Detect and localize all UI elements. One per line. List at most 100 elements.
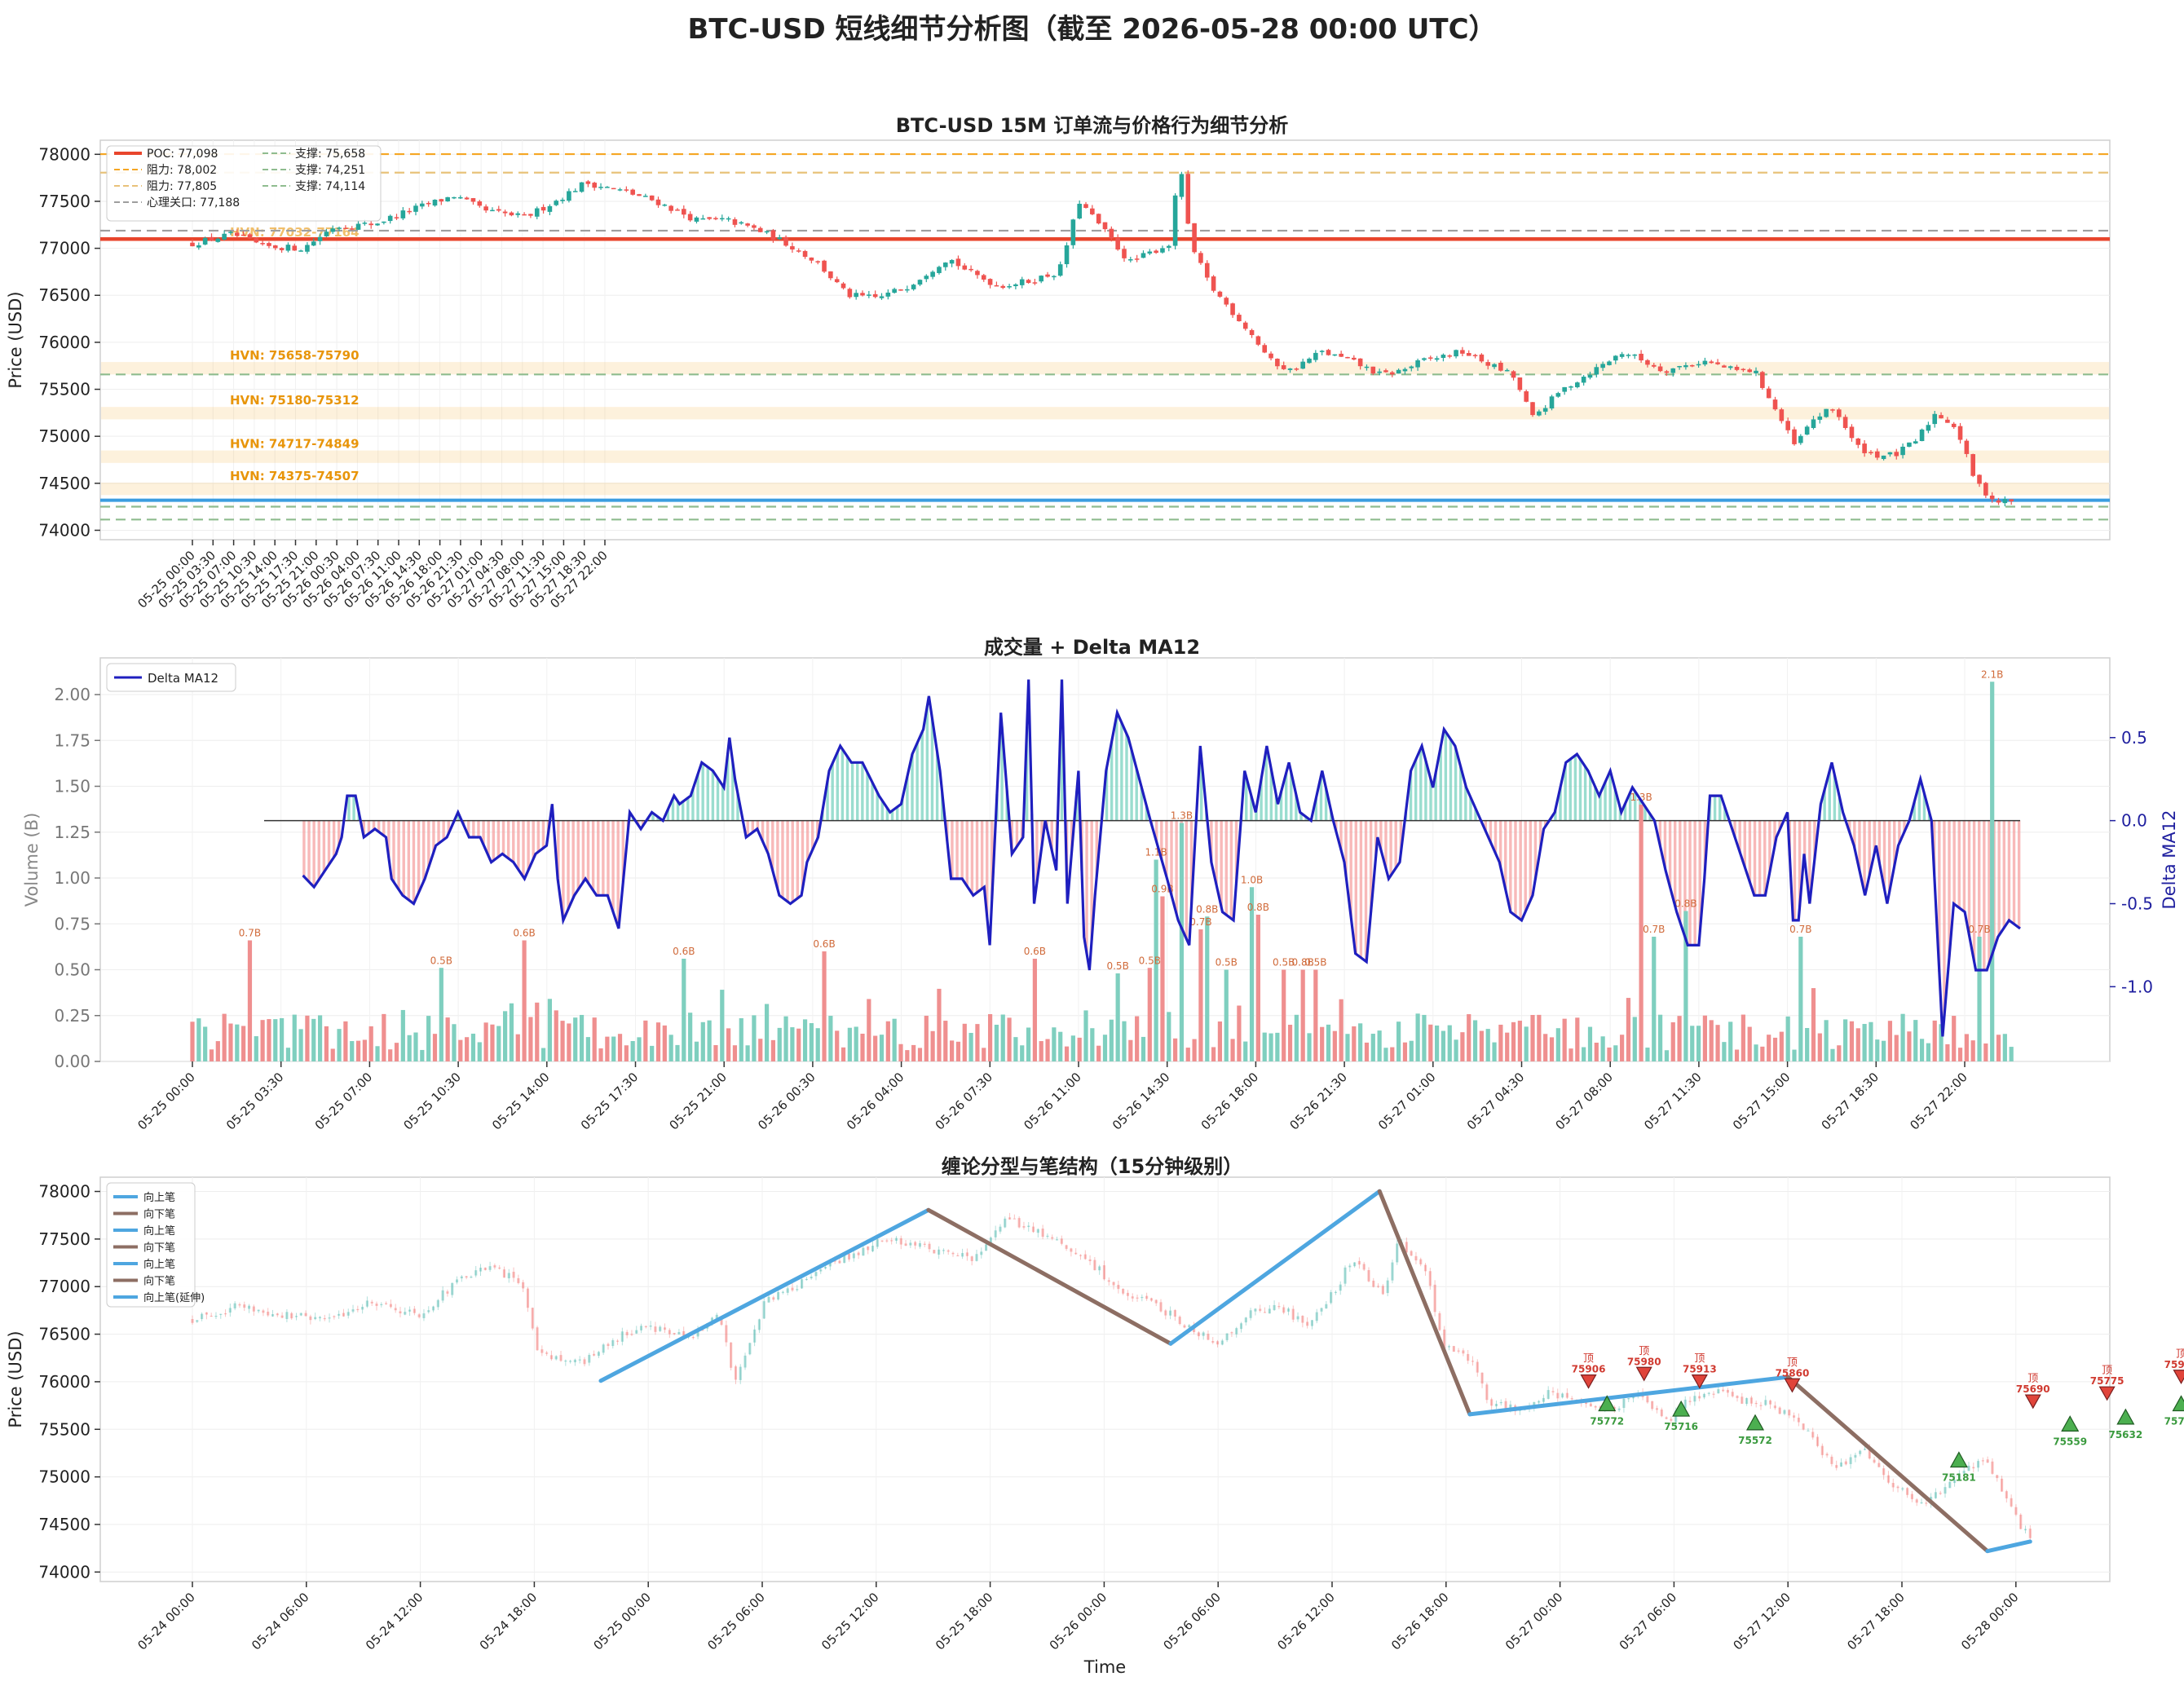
volume-bar (955, 1041, 961, 1061)
candle-body (748, 1343, 752, 1355)
candle-body (252, 1306, 255, 1312)
candle-body (867, 1246, 870, 1251)
volume-bar (1122, 1021, 1127, 1061)
candle-body (867, 294, 871, 296)
candle-body (828, 271, 833, 279)
candle-body (343, 227, 348, 230)
candle-body (1154, 1299, 1158, 1304)
legend-label: 阻力: 77,805 (147, 180, 217, 193)
candle-body (1556, 1392, 1560, 1399)
candle-body (1490, 1399, 1494, 1406)
candle-body (441, 1290, 444, 1301)
volume-bar (1652, 937, 1657, 1061)
candle-body (1785, 421, 1790, 430)
y-tick-label: 75000 (38, 1467, 90, 1487)
candle-body (1275, 359, 1280, 367)
volume-bar (1294, 1014, 1299, 1061)
candle-body (1070, 219, 1076, 245)
y-tick-label: 76500 (38, 1325, 90, 1344)
candle-body (299, 1313, 302, 1316)
candle-body (1031, 1226, 1035, 1233)
volume-bar (196, 1018, 201, 1061)
candle-body (833, 1260, 836, 1262)
candle-body (843, 1254, 846, 1264)
candle-body (860, 293, 865, 296)
candle-body (1348, 1265, 1352, 1268)
x-tick-label: 05-25 17:30 (578, 1070, 641, 1132)
candle-body (644, 1326, 647, 1327)
candle-body (196, 245, 201, 248)
candle-body (585, 181, 591, 184)
candle-body (949, 259, 955, 264)
x-tick-label: 05-26 07:30 (933, 1070, 995, 1132)
candle-body (1749, 1397, 1753, 1404)
volume-bar (1709, 1020, 1714, 1061)
candle-body (752, 225, 757, 228)
volume-annotation: 0.8B (1247, 902, 1269, 913)
hvn-label: HVN: 74375-74507 (230, 469, 360, 483)
volume-bar (1268, 1033, 1273, 1061)
candle-body (1798, 435, 1803, 443)
bi-stroke-down (1785, 1374, 1990, 1554)
volume-bar (1977, 937, 1982, 1061)
volume-bar (215, 1041, 220, 1061)
volume-bar (943, 1021, 948, 1061)
candle-body (483, 1267, 487, 1270)
hvn-zone (101, 483, 2109, 496)
volume-bar (1032, 959, 1037, 1061)
candle-body (1065, 1245, 1068, 1249)
candle-body (726, 218, 731, 220)
candle-body (1310, 1320, 1314, 1326)
bi-stroke-down (1377, 1189, 1472, 1417)
candle-body (1172, 195, 1178, 246)
candle-body (1660, 1410, 1663, 1417)
candle-body (452, 196, 457, 199)
candle-body (1768, 1400, 1772, 1405)
candle-body (677, 1332, 681, 1335)
candle-body (1677, 366, 1682, 368)
candle-body (1807, 1430, 1810, 1432)
volume-bar (432, 1034, 438, 1061)
volume-bar (1530, 1015, 1535, 1061)
candle-body (1178, 1317, 1181, 1325)
volume-bar (1428, 1024, 1433, 1061)
candle-body (1022, 1226, 1026, 1228)
y-tick-label: 75000 (38, 426, 90, 446)
candle-body (1825, 1454, 1829, 1456)
volume-annotation: 0.5B (1106, 960, 1128, 972)
volume-bar (1479, 1030, 1484, 1061)
top-fractal-label: 75955 (2164, 1359, 2184, 1370)
volume-bar (280, 1017, 285, 1061)
volume-bar (1077, 1037, 1082, 1061)
price-candles (190, 170, 2014, 507)
candle-body (1599, 1406, 1602, 1408)
volume-bar (1517, 1021, 1522, 1061)
candle-body (1772, 399, 1778, 410)
volume-bar (968, 1033, 973, 1061)
volume-bar (1696, 1026, 1701, 1061)
candle-body (876, 1239, 879, 1247)
candle-body (809, 257, 814, 261)
candle-body (975, 1254, 978, 1261)
candle-body (276, 1313, 279, 1316)
candle-body (583, 1359, 586, 1365)
candle-body (663, 1327, 667, 1330)
y-tick-label: 0.25 (54, 1006, 90, 1026)
volume-bar (764, 1004, 770, 1061)
volume-bar (1722, 1042, 1727, 1061)
candle-body (1925, 1502, 1928, 1504)
candle-body (1391, 1262, 1394, 1281)
candle-body (1441, 355, 1446, 358)
candle-body (607, 1343, 610, 1346)
candle-body (191, 1319, 194, 1323)
x-tick-label: 05-27 06:00 (1617, 1590, 1679, 1652)
candle-body (209, 236, 214, 241)
volume-bar (317, 1015, 323, 1061)
candle-body (1352, 357, 1357, 360)
volume-annotation: 0.7B (239, 928, 261, 939)
candle-body (791, 1287, 794, 1291)
volume-bar (1052, 1027, 1057, 1061)
y-tick-label: 1.50 (54, 777, 90, 796)
volume-bar (1377, 1030, 1382, 1061)
x-tick-label: 05-27 08:00 (1553, 1070, 1616, 1132)
